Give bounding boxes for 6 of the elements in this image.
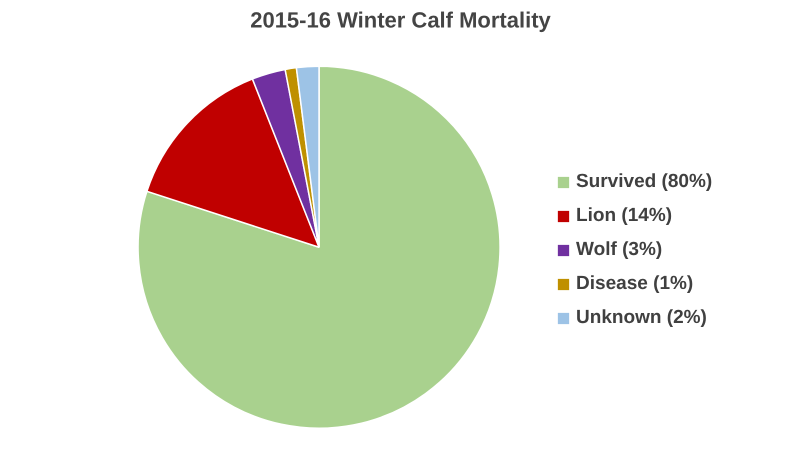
legend-label: Wolf (3%)	[576, 239, 662, 261]
legend-label: Unknown (2%)	[576, 307, 707, 329]
legend-label: Survived (80%)	[576, 171, 712, 193]
chart-title: 2015-16 Winter Calf Mortality	[250, 8, 552, 32]
legend-label: Disease (1%)	[576, 273, 694, 295]
legend-label: Lion (14%)	[576, 205, 672, 227]
